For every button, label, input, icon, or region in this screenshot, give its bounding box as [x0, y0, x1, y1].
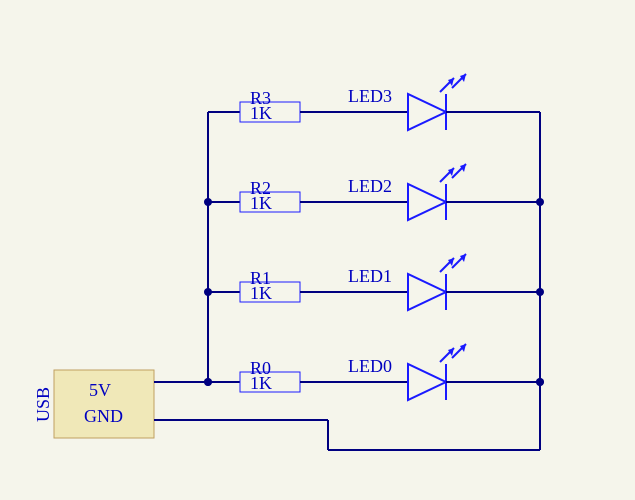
resistor-R0-value: 1K — [250, 373, 272, 394]
resistor-R3-value: 1K — [250, 103, 272, 124]
led-LED2-label: LED2 — [348, 176, 392, 197]
resistor-R2-value: 1K — [250, 193, 272, 214]
led-LED1-label: LED1 — [348, 266, 392, 287]
led-LED0-label: LED0 — [348, 356, 392, 377]
usb-gnd-label: GND — [84, 406, 123, 427]
usb-5v-label: 5V — [89, 380, 111, 401]
usb-side-label: USB — [33, 387, 54, 422]
resistor-R1-value: 1K — [250, 283, 272, 304]
led-LED3-label: LED3 — [348, 86, 392, 107]
